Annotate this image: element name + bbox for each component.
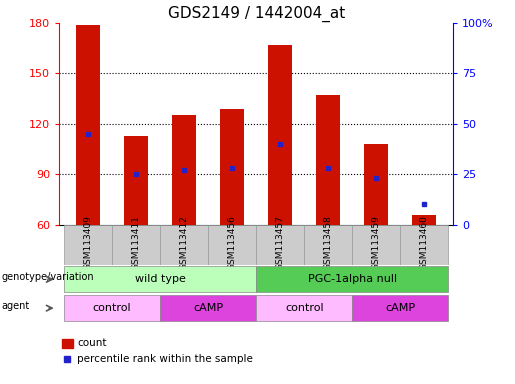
Title: GDS2149 / 1442004_at: GDS2149 / 1442004_at xyxy=(167,5,345,22)
Text: wild type: wild type xyxy=(135,274,185,285)
Text: count: count xyxy=(77,338,107,348)
Bar xyxy=(256,295,352,321)
Text: agent: agent xyxy=(2,301,30,311)
Bar xyxy=(64,266,256,292)
Text: GSM113459: GSM113459 xyxy=(372,215,381,270)
Bar xyxy=(413,215,436,225)
Bar xyxy=(316,95,340,225)
Bar xyxy=(364,144,388,225)
Text: GSM113412: GSM113412 xyxy=(180,215,188,270)
Text: cAMP: cAMP xyxy=(385,303,416,313)
Bar xyxy=(400,225,449,265)
Text: GSM113409: GSM113409 xyxy=(83,215,93,270)
Bar xyxy=(256,266,449,292)
Bar xyxy=(64,295,160,321)
Bar xyxy=(172,116,196,225)
Text: cAMP: cAMP xyxy=(193,303,223,313)
Bar xyxy=(268,45,292,225)
Text: control: control xyxy=(285,303,323,313)
Bar xyxy=(304,225,352,265)
Bar xyxy=(256,225,304,265)
Text: PGC-1alpha null: PGC-1alpha null xyxy=(308,274,397,285)
Bar xyxy=(208,225,256,265)
Bar xyxy=(112,225,160,265)
Text: GSM113456: GSM113456 xyxy=(228,215,237,270)
Bar xyxy=(62,339,73,348)
Bar xyxy=(220,109,244,225)
Bar xyxy=(352,225,400,265)
Text: GSM113411: GSM113411 xyxy=(132,215,141,270)
Bar xyxy=(64,225,112,265)
Text: percentile rank within the sample: percentile rank within the sample xyxy=(77,354,253,364)
Text: genotype/variation: genotype/variation xyxy=(2,272,94,283)
Text: GSM113457: GSM113457 xyxy=(276,215,285,270)
Text: GSM113458: GSM113458 xyxy=(324,215,333,270)
Bar xyxy=(352,295,449,321)
Bar xyxy=(160,225,208,265)
Text: control: control xyxy=(93,303,131,313)
Text: GSM113460: GSM113460 xyxy=(420,215,429,270)
Bar xyxy=(124,136,148,225)
Bar xyxy=(160,295,256,321)
Bar xyxy=(76,25,100,225)
